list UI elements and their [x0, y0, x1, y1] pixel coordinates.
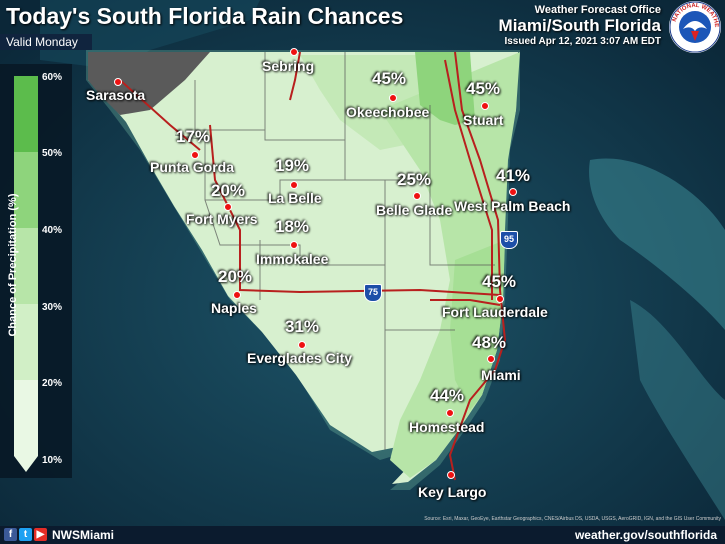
city-label-west-palm-beach: West Palm Beach: [454, 198, 571, 214]
office-line1: Weather Forecast Office: [534, 4, 661, 16]
legend-segment-30-40: [14, 228, 38, 304]
office-line2: Miami/South Florida: [498, 16, 661, 35]
issued-time: Issued Apr 12, 2021 3:07 AM EDT: [504, 36, 661, 47]
city-label-stuart: Stuart: [463, 112, 504, 128]
city-pct-everglades-city: 31%: [285, 317, 320, 336]
legend-segment-20-30: [14, 304, 38, 380]
city-marker: [446, 409, 454, 417]
city-pct-stuart: 45%: [466, 79, 501, 98]
legend-color-bar: [14, 76, 38, 472]
footer: f t ▶ NWSMiami weather.gov/southflorida: [0, 526, 725, 544]
city-marker: [114, 78, 122, 86]
city-label-key-largo: Key Largo: [418, 484, 487, 500]
legend-axis-label: Chance of Precipitation (%): [7, 193, 19, 337]
city-marker: [224, 203, 232, 211]
facebook-icon[interactable]: f: [4, 528, 17, 541]
city-label-homestead: Homestead: [409, 419, 485, 435]
city-marker: [290, 181, 298, 189]
social-handle[interactable]: NWSMiami: [52, 528, 115, 542]
city-pct-naples: 20%: [218, 267, 253, 286]
header: Today's South Florida Rain Chances Valid…: [0, 0, 725, 53]
legend-segment-40-50: [14, 152, 38, 228]
twitter-icon[interactable]: t: [19, 528, 32, 541]
city-label-la-belle: La Belle: [268, 190, 322, 206]
office-info: Weather Forecast Office Miami/South Flor…: [499, 4, 661, 47]
city-marker: [481, 102, 489, 110]
legend-tick: 50%: [42, 148, 63, 159]
city-pct-homestead: 44%: [430, 386, 465, 405]
legend-tick: 60%: [42, 72, 63, 83]
city-marker: [496, 295, 504, 303]
city-label-naples: Naples: [211, 300, 257, 316]
city-marker: [290, 48, 298, 56]
legend-tick: 30%: [42, 302, 63, 313]
city-label-fort-myers: Fort Myers: [186, 211, 258, 227]
valid-day: Valid Monday: [0, 34, 92, 50]
interstate-95-shield: 95: [500, 231, 518, 249]
city-label-belle-glade: Belle Glade: [376, 202, 453, 218]
city-pct-okeechobee: 45%: [372, 69, 407, 88]
legend-segment-10-20: [14, 380, 38, 456]
city-marker: [191, 151, 199, 159]
city-pct-fort-myers: 20%: [211, 181, 246, 200]
city-marker: [413, 192, 421, 200]
legend-tick: 20%: [42, 378, 63, 389]
city-marker: [298, 341, 306, 349]
legend-tick: 40%: [42, 225, 63, 236]
youtube-icon[interactable]: ▶: [34, 528, 47, 541]
interstate-75-shield: 75: [364, 284, 382, 302]
city-marker: [447, 471, 455, 479]
city-label-immokalee: Immokalee: [256, 251, 329, 267]
florida-land: [88, 52, 518, 484]
website-link[interactable]: weather.gov/southflorida: [574, 528, 717, 542]
city-pct-west-palm-beach: 41%: [496, 166, 531, 185]
legend: 60% 50% 40% 30% 20% 10% Chance of Precip…: [0, 64, 72, 478]
city-pct-punta-gorda: 17%: [176, 127, 211, 146]
city-marker: [290, 241, 298, 249]
legend-tick: 10%: [42, 455, 63, 466]
city-label-sebring: Sebring: [262, 58, 315, 74]
nws-logo-icon[interactable]: NATIONAL WEATHER SERVICE: [669, 1, 721, 53]
city-label-fort-lauderdale: Fort Lauderdale: [442, 304, 548, 320]
city-pct-fort-lauderdale: 45%: [482, 272, 517, 291]
city-marker: [487, 355, 495, 363]
city-label-miami: Miami: [481, 367, 521, 383]
city-label-punta-gorda: Punta Gorda: [150, 159, 235, 175]
city-pct-belle-glade: 25%: [397, 170, 432, 189]
map-title: Today's South Florida Rain Chances: [6, 3, 404, 29]
city-label-okeechobee: Okeechobee: [346, 104, 430, 120]
map-source-credit: Source: Esri, Maxar, GeoEye, Earthstar G…: [424, 516, 721, 522]
city-marker: [233, 291, 241, 299]
city-label-everglades-city: Everglades City: [247, 350, 353, 366]
city-pct-miami: 48%: [472, 333, 507, 352]
city-marker: [389, 94, 397, 102]
legend-arrow: [14, 456, 38, 472]
city-pct-la-belle: 19%: [275, 156, 310, 175]
social-links: f t ▶: [4, 528, 47, 541]
city-pct-immokalee: 18%: [275, 217, 310, 236]
city-marker: [509, 188, 517, 196]
city-label-sarasota: Sarasota: [86, 87, 146, 103]
legend-segment-50-60: [14, 76, 38, 152]
